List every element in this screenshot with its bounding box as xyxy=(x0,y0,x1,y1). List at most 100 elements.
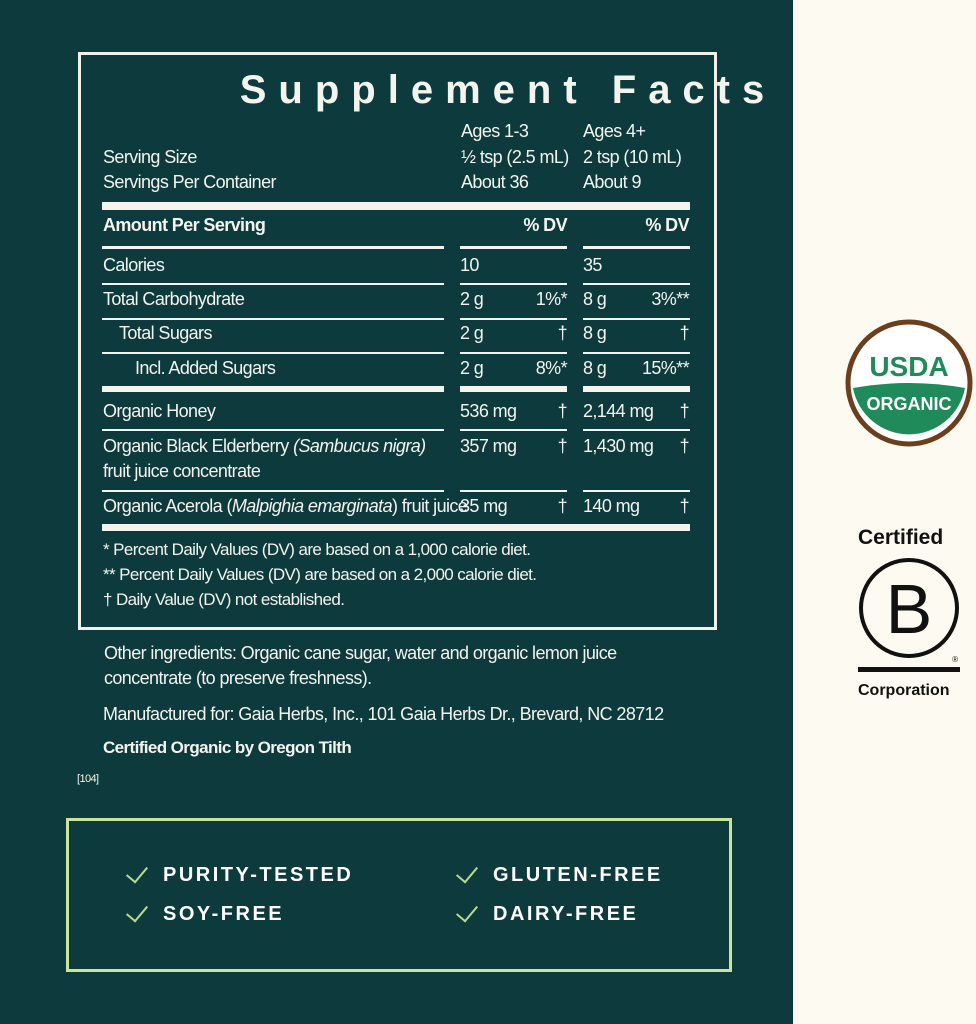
row-divider xyxy=(583,352,690,354)
right-panel xyxy=(793,0,976,1024)
organic-text: ORGANIC xyxy=(867,394,952,414)
col1-amount: 357 mg xyxy=(460,436,517,456)
row-divider xyxy=(460,283,567,285)
col1-amount: 2 g xyxy=(460,358,484,378)
latin-name: Malpighia emarginata xyxy=(231,496,393,516)
nutrient-name: Organic Acerola ( xyxy=(103,496,232,516)
row-divider xyxy=(583,429,690,431)
feature-dairy-free: DAIRY-FREE xyxy=(493,903,639,925)
col1-amount: 10 xyxy=(460,255,479,275)
feature-soy-free: SOY-FREE xyxy=(163,903,285,925)
col2-servings: About 9 xyxy=(583,172,641,192)
nutrient-name: Organic Honey xyxy=(103,401,216,421)
col2-amount: 8 g xyxy=(583,358,607,378)
col1-amount: 35 mg xyxy=(460,496,508,516)
row-divider xyxy=(583,318,690,320)
row-divider xyxy=(460,318,567,320)
thick-divider xyxy=(102,524,690,531)
other-ingredients: concentrate (to preserve freshness). xyxy=(104,668,372,688)
col2-dv: † xyxy=(679,401,690,421)
latin-name: (Sambucus nigra) xyxy=(293,436,426,456)
col2-amount: 8 g xyxy=(583,323,607,343)
nutrient-name-end: ) fruit juice xyxy=(391,496,468,516)
col2-amount: 8 g xyxy=(583,289,607,309)
nutrient-label: Incl. Added Sugars xyxy=(135,358,276,378)
nutrient-label: Calories xyxy=(103,255,165,275)
col2-dv-header: % DV xyxy=(645,215,689,235)
bcorp-bar xyxy=(858,667,960,672)
servings-label: Servings Per Container xyxy=(103,172,277,192)
col2-amount: 1,430 mg xyxy=(583,436,654,456)
thick-divider xyxy=(102,202,690,210)
feature-purity-tested: PURITY-TESTED xyxy=(163,864,354,886)
col2-amount: 2,144 mg xyxy=(583,401,654,421)
row-divider xyxy=(102,490,444,492)
nutrient-label: Organic Acerola (Malpighia emarginata) f… xyxy=(103,496,468,516)
nutrient-name: Total Carbohydrate xyxy=(103,289,245,309)
row-divider xyxy=(102,429,444,431)
col1-servings: About 36 xyxy=(461,172,529,192)
nutrient-label: Total Carbohydrate xyxy=(103,289,245,309)
bcorp-certified: Certified xyxy=(858,526,944,549)
nutrient-label: Organic Honey xyxy=(103,401,216,421)
row-divider xyxy=(583,246,690,249)
col1-amount: 536 mg xyxy=(460,401,517,421)
feature-gluten-free: GLUTEN-FREE xyxy=(493,864,663,886)
registered-mark: ® xyxy=(952,655,958,664)
row-divider xyxy=(583,490,690,492)
nutrient-label: Organic Black Elderberry (Sambucus nigra… xyxy=(103,436,426,456)
supplement-facts-box xyxy=(78,52,717,630)
col2-dv: 15%** xyxy=(641,358,690,378)
row-divider xyxy=(460,490,567,492)
row-divider xyxy=(102,246,444,249)
col1-age: Ages 1-3 xyxy=(461,121,529,141)
row-divider xyxy=(583,386,690,392)
col1-dv: † xyxy=(557,436,568,456)
col2-dv: † xyxy=(679,496,690,516)
manufacturer: Manufactured for: Gaia Herbs, Inc., 101 … xyxy=(103,704,664,724)
certified-organic: Certified Organic by Oregon Tilth xyxy=(103,738,352,757)
row-divider xyxy=(460,352,567,354)
footnote: * Percent Daily Values (DV) are based on… xyxy=(103,540,531,559)
col2-age: Ages 4+ xyxy=(583,121,646,141)
col2-amount: 140 mg xyxy=(583,496,640,516)
col2-serving: 2 tsp (10 mL) xyxy=(583,147,682,167)
usda-organic-logo: USDA ORGANIC xyxy=(845,319,973,447)
amount-label: Amount Per Serving xyxy=(103,215,266,235)
col1-dv: 1%* xyxy=(535,289,568,309)
col1-dv: † xyxy=(557,401,568,421)
code: [104] xyxy=(77,773,99,785)
other-ingredients: Other ingredients: Organic cane sugar, w… xyxy=(104,643,617,663)
col2-dv: 3%** xyxy=(651,289,689,309)
footnote: ** Percent Daily Values (DV) are based o… xyxy=(103,565,537,584)
nutrient-name: Total Sugars xyxy=(119,323,212,343)
row-divider xyxy=(460,429,567,431)
col2-dv: † xyxy=(679,323,690,343)
col1-dv: 8%* xyxy=(535,358,568,378)
nutrient-name: Organic Black Elderberry xyxy=(103,436,294,456)
row-divider xyxy=(583,283,690,285)
facts-title: Supplement Facts xyxy=(239,68,777,112)
col1-amount: 2 g xyxy=(460,323,484,343)
bcorp-letter: B xyxy=(886,570,933,648)
nutrient-label-line2: fruit juice concentrate xyxy=(103,461,261,481)
col1-dv: † xyxy=(557,323,568,343)
col1-serving: ½ tsp (2.5 mL) xyxy=(461,147,569,167)
col2-dv: † xyxy=(679,436,690,456)
row-divider xyxy=(102,386,444,392)
nutrient-name: Calories xyxy=(103,255,165,275)
bcorp-logo: B ® xyxy=(859,558,959,664)
row-divider xyxy=(460,246,567,249)
nutrient-name: Incl. Added Sugars xyxy=(135,358,276,378)
footnote: † Daily Value (DV) not established. xyxy=(103,590,345,609)
row-divider xyxy=(102,352,444,354)
usda-text: USDA xyxy=(869,351,948,382)
row-divider xyxy=(102,318,444,320)
row-divider xyxy=(102,283,444,285)
features-box xyxy=(66,818,732,972)
col1-amount: 2 g xyxy=(460,289,484,309)
col1-dv: † xyxy=(557,496,568,516)
row-divider xyxy=(460,386,567,392)
col2-amount: 35 xyxy=(583,255,602,275)
col1-dv-header: % DV xyxy=(523,215,567,235)
